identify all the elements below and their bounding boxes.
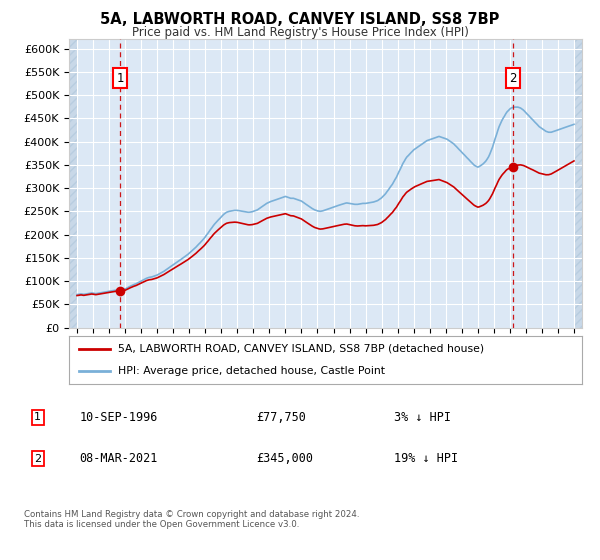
Text: 2: 2 [509, 72, 517, 85]
Text: HPI: Average price, detached house, Castle Point: HPI: Average price, detached house, Cast… [118, 366, 385, 376]
Text: 08-MAR-2021: 08-MAR-2021 [79, 452, 158, 465]
Text: 19% ↓ HPI: 19% ↓ HPI [394, 452, 458, 465]
Text: 3% ↓ HPI: 3% ↓ HPI [394, 411, 451, 424]
Text: 1: 1 [34, 412, 41, 422]
Bar [574, 39, 582, 328]
Text: £77,750: £77,750 [256, 411, 306, 424]
Text: Price paid vs. HM Land Registry's House Price Index (HPI): Price paid vs. HM Land Registry's House … [131, 26, 469, 39]
Text: 10-SEP-1996: 10-SEP-1996 [79, 411, 158, 424]
Text: 1: 1 [116, 72, 124, 85]
Text: 5A, LABWORTH ROAD, CANVEY ISLAND, SS8 7BP: 5A, LABWORTH ROAD, CANVEY ISLAND, SS8 7B… [100, 12, 500, 27]
Text: £345,000: £345,000 [256, 452, 313, 465]
Text: 2: 2 [34, 454, 41, 464]
Bar [69, 39, 77, 328]
Text: 5A, LABWORTH ROAD, CANVEY ISLAND, SS8 7BP (detached house): 5A, LABWORTH ROAD, CANVEY ISLAND, SS8 7B… [118, 344, 484, 354]
Text: Contains HM Land Registry data © Crown copyright and database right 2024.
This d: Contains HM Land Registry data © Crown c… [24, 510, 359, 529]
